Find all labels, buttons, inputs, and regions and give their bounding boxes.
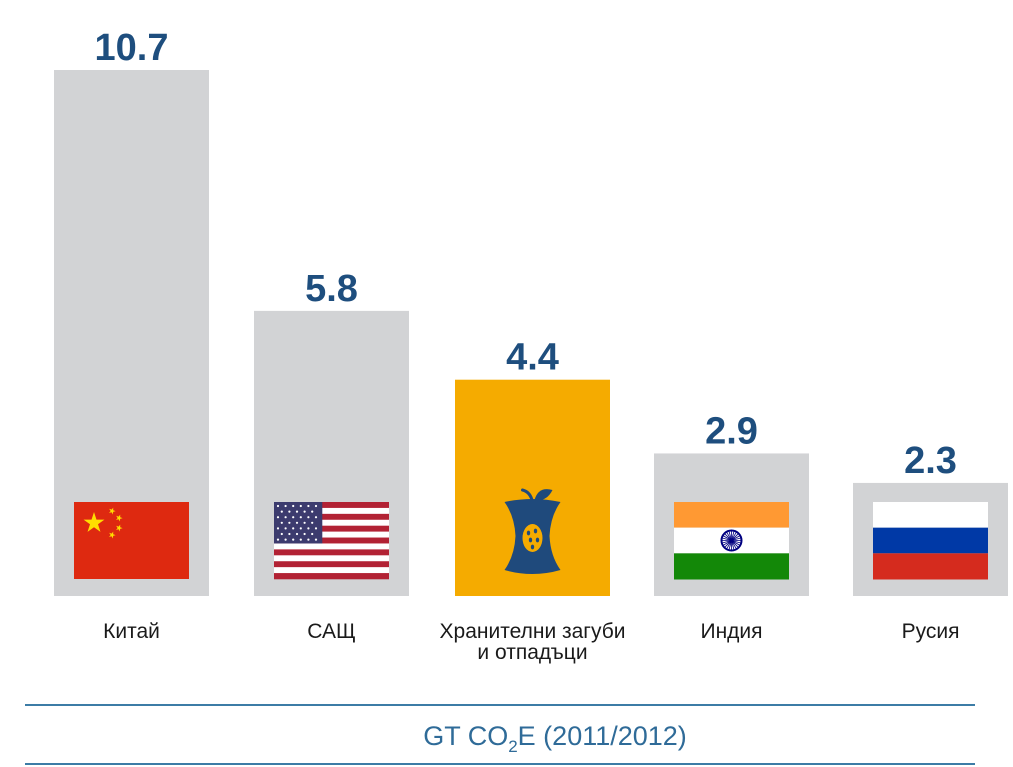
value-label: 2.9 <box>705 410 758 452</box>
unit-subscript: 2 <box>508 737 517 756</box>
category-label: Хранителни загуби и отпадъци <box>440 620 626 664</box>
unit-suffix: E (2011/2012) <box>518 721 687 751</box>
value-label: 2.3 <box>904 440 957 482</box>
category-label-line: Русия <box>902 620 960 643</box>
category-label: Китай <box>103 620 160 643</box>
unit-prefix: GT CO <box>423 721 508 751</box>
value-label: 5.8 <box>305 268 358 310</box>
category-label-line: Индия <box>700 620 762 643</box>
unit-label: GT CO2E (2011/2012) <box>423 721 687 756</box>
category-label-line: САЩ <box>307 620 355 643</box>
russia-flag-icon <box>873 502 988 580</box>
category-label: САЩ <box>307 620 355 643</box>
value-label: 4.4 <box>506 337 559 379</box>
icons-layer <box>74 488 988 580</box>
category-label: Русия <box>902 620 960 643</box>
value-label: 10.7 <box>95 27 169 69</box>
usa-flag-icon <box>274 502 389 580</box>
category-label: Индия <box>700 620 762 643</box>
china-flag-icon <box>74 502 189 579</box>
labels-layer: 10.7 Китай 5.8 САЩ 4.4 Хранителни загуби и отп… <box>95 27 960 664</box>
eaten-apple-icon <box>504 488 561 574</box>
category-label-line: Хранителни загуби <box>440 620 626 643</box>
category-label-line: и отпадъци <box>477 641 587 664</box>
category-label-line: Китай <box>103 620 160 643</box>
india-flag-icon <box>674 502 789 580</box>
